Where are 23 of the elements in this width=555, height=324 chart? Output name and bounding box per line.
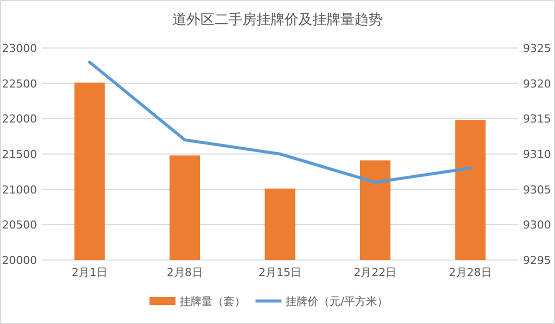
y-tick-label: 22500 [2, 77, 37, 90]
x-tick-label: 2月15日 [258, 266, 302, 279]
y-tick-label: 20000 [2, 254, 37, 267]
x-tick-label: 2月1日 [72, 266, 108, 279]
y-tick-label: 23000 [2, 42, 37, 55]
y2-tick-label: 9320 [523, 77, 551, 90]
y2-tick-label: 9295 [523, 254, 551, 267]
y-tick-label: 21000 [2, 183, 37, 196]
y-tick-label: 21500 [2, 148, 37, 161]
chart-title: 道外区二手房挂牌价及挂牌量趋势 [172, 12, 382, 28]
x-tick-label: 2月8日 [166, 266, 203, 279]
x-tick-label: 2月22日 [354, 266, 397, 279]
y2-tick-label: 9310 [523, 148, 551, 161]
y2-tick-label: 9305 [523, 183, 551, 196]
y2-tick-label: 9325 [523, 42, 551, 55]
x-tick-label: 2月28日 [448, 266, 492, 279]
y-tick-label: 20500 [2, 218, 37, 232]
y2-tick-label: 9300 [523, 218, 551, 232]
y-tick-label: 22000 [2, 112, 37, 126]
legend-label: 挂牌价（元/平方米） [286, 295, 388, 308]
y2-tick-label: 9315 [523, 112, 551, 126]
legend-label: 挂牌量（套） [180, 295, 246, 308]
line-series [88, 60, 472, 184]
